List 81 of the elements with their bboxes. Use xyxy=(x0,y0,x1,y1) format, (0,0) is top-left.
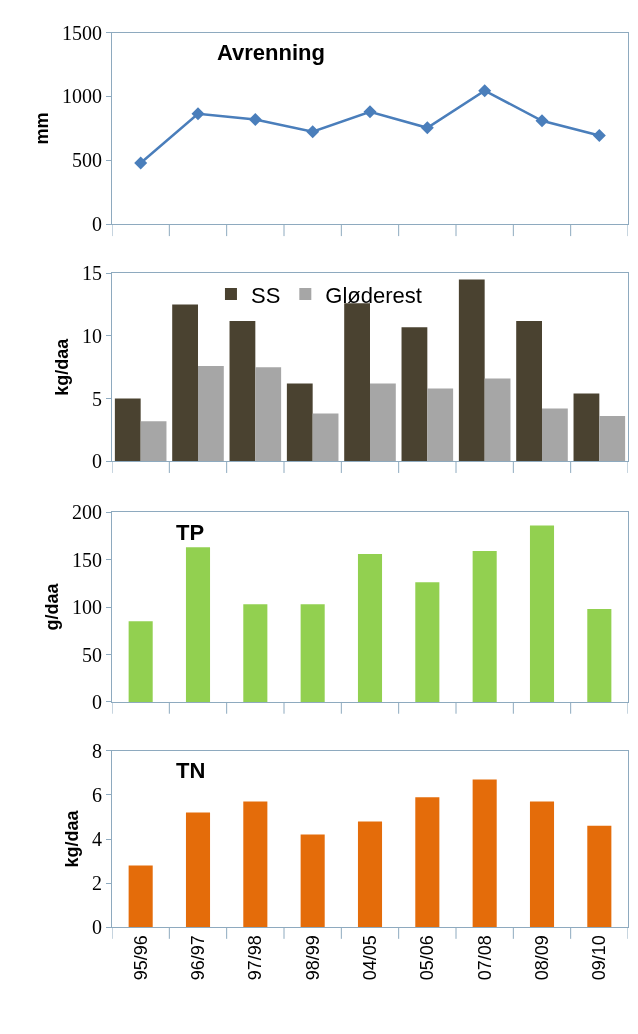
y-tick-label: 4 xyxy=(92,828,102,850)
bar xyxy=(198,366,224,462)
bar xyxy=(243,801,268,928)
y-axis-title: mm xyxy=(32,112,53,145)
bar xyxy=(255,367,282,462)
x-tick-label: 96/97 xyxy=(187,935,208,981)
bar xyxy=(185,812,211,928)
point xyxy=(420,121,434,135)
bar xyxy=(140,421,167,462)
bar xyxy=(401,327,428,462)
bar xyxy=(516,320,542,462)
y-tick-label: 0 xyxy=(92,690,102,713)
point xyxy=(592,128,606,142)
bar xyxy=(286,383,313,462)
bar xyxy=(344,303,370,462)
y-tick-label: 0 xyxy=(92,916,102,939)
bar xyxy=(114,398,141,462)
bar xyxy=(370,383,396,462)
y-tick-label: 0 xyxy=(92,450,102,473)
point xyxy=(478,84,492,98)
bar xyxy=(128,865,153,928)
y-tick-label: 100 xyxy=(72,596,102,619)
bar xyxy=(484,378,511,462)
y-tick-label: 500 xyxy=(72,149,102,172)
bar xyxy=(587,608,612,702)
bar xyxy=(172,304,198,462)
y-tick-label: 1000 xyxy=(62,85,102,108)
bar xyxy=(472,551,497,702)
bar xyxy=(357,821,383,928)
x-tick-label: 08/09 xyxy=(531,935,552,981)
legend-label: Gløderest xyxy=(325,282,422,308)
bar xyxy=(300,834,325,928)
point xyxy=(306,125,320,139)
bar xyxy=(529,525,555,702)
y-tick-label: 0 xyxy=(92,213,102,236)
bar xyxy=(472,779,497,928)
y-tick-label: 15 xyxy=(82,262,102,285)
bar xyxy=(458,279,485,462)
chart-title: TP xyxy=(176,520,205,545)
y-axis-title: g/daa xyxy=(42,582,63,631)
y-tick-label: 6 xyxy=(92,783,102,806)
x-tick-label: 04/05 xyxy=(359,935,380,981)
bar xyxy=(599,416,626,462)
point xyxy=(248,112,262,126)
bar xyxy=(529,801,555,928)
x-tick-label: 05/06 xyxy=(417,935,438,981)
bar xyxy=(415,797,440,928)
x-tick-label: 07/08 xyxy=(474,935,495,981)
bar xyxy=(427,388,454,462)
x-tick-label: 95/96 xyxy=(130,935,151,981)
bar xyxy=(312,413,339,462)
bar xyxy=(128,621,153,702)
bar xyxy=(573,393,600,462)
y-tick-label: 5 xyxy=(92,387,102,410)
y-tick-label: 8 xyxy=(92,739,102,762)
bar xyxy=(300,604,325,702)
bar xyxy=(229,320,256,462)
y-tick-label: 1500 xyxy=(62,21,102,44)
legend-label: SS xyxy=(250,282,281,308)
point xyxy=(535,114,549,128)
y-tick-label: 50 xyxy=(82,643,102,666)
bar xyxy=(243,604,268,702)
x-tick-label: 98/99 xyxy=(302,935,323,981)
y-axis-title: kg/daa xyxy=(52,337,73,396)
bar xyxy=(542,408,568,462)
chart-title: Avrenning xyxy=(217,40,325,65)
y-tick-label: 10 xyxy=(82,324,102,347)
y-tick-label: 150 xyxy=(72,548,102,571)
y-axis-title: kg/daa xyxy=(62,809,83,868)
x-tick-label: 09/10 xyxy=(589,935,610,981)
bar xyxy=(587,825,612,928)
x-tick-label: 97/98 xyxy=(245,935,266,981)
point xyxy=(134,156,148,170)
bar xyxy=(185,547,211,702)
y-tick-label: 2 xyxy=(92,872,102,895)
bar xyxy=(357,553,383,702)
bar xyxy=(415,582,440,702)
point xyxy=(363,105,377,119)
chart-title: TN xyxy=(176,758,206,783)
point xyxy=(191,107,205,121)
y-tick-label: 200 xyxy=(72,501,102,524)
